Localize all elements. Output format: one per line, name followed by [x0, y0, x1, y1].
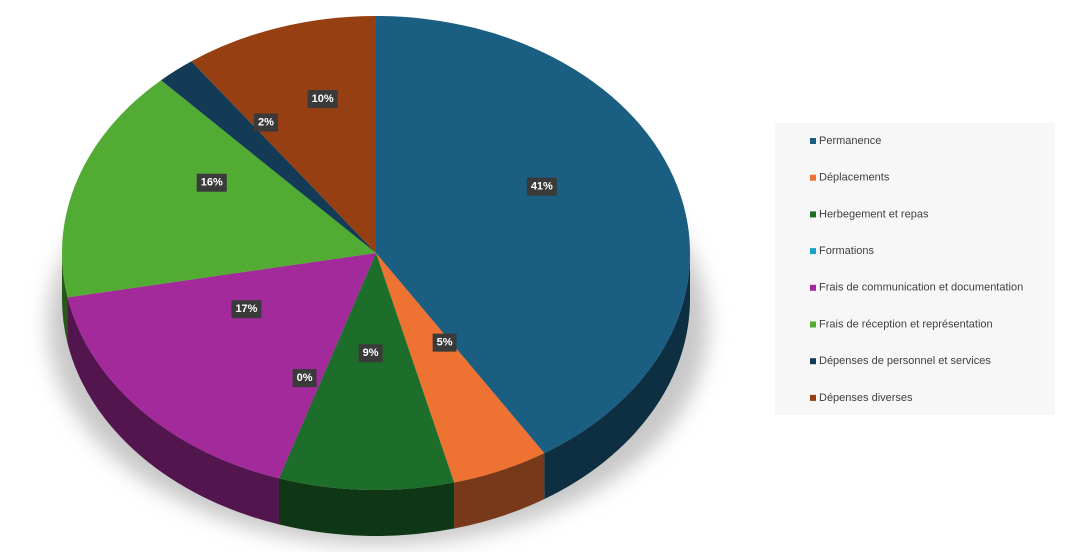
data-label-bg [196, 173, 227, 192]
data-labels: 41% 5% 9% 0% 17% 16% 2% 10% [196, 90, 557, 388]
data-label: 2% [258, 116, 274, 128]
legend-swatch [810, 321, 816, 328]
data-label-bg [358, 344, 383, 363]
legend-swatch [810, 211, 816, 218]
slice-side [454, 453, 545, 529]
slice-side [544, 253, 690, 500]
pie-sides [62, 253, 690, 536]
data-label: 17% [235, 303, 257, 315]
data-label: 9% [363, 347, 379, 359]
data-label-bg [253, 113, 278, 132]
legend-label: Frais de réception et représentation [819, 318, 993, 330]
data-label: 10% [312, 93, 334, 105]
data-label: 5% [437, 337, 453, 349]
legend-swatch [810, 358, 816, 365]
data-label: 16% [201, 177, 223, 189]
slice [67, 253, 377, 479]
data-label-bg [526, 177, 557, 196]
legend-label: Frais de communication et documentation [819, 282, 1023, 294]
legend [775, 123, 1055, 415]
slice [376, 253, 545, 483]
data-label: 0% [297, 372, 313, 384]
legend-swatch [810, 138, 816, 144]
legend-label: Dépenses de personnel et services [819, 355, 991, 367]
legend-items: Permanence Déplacements Herbegement et rep… [810, 135, 1023, 404]
legend-label: Déplacements [819, 172, 890, 184]
slice-side [62, 253, 68, 344]
legend-label: Formations [819, 245, 875, 257]
slice-side [278, 478, 455, 536]
data-label-bg [292, 369, 317, 388]
legend-swatch [810, 394, 816, 401]
data-label: 41% [531, 181, 553, 193]
legend-swatch [810, 284, 816, 291]
slice [191, 16, 376, 253]
legend-label: Permanence [819, 135, 881, 147]
slice [161, 61, 376, 254]
legend-swatch [810, 174, 816, 181]
data-label-bg [231, 300, 262, 319]
legend-label: Herbegement et repas [819, 208, 929, 220]
slice-side [67, 297, 279, 525]
pie-tops [62, 16, 690, 490]
slice [278, 253, 455, 490]
legend-swatch [810, 248, 816, 255]
legend-label: Dépenses diverses [819, 392, 913, 404]
data-label-bg [432, 333, 457, 352]
data-label-bg [307, 90, 338, 109]
